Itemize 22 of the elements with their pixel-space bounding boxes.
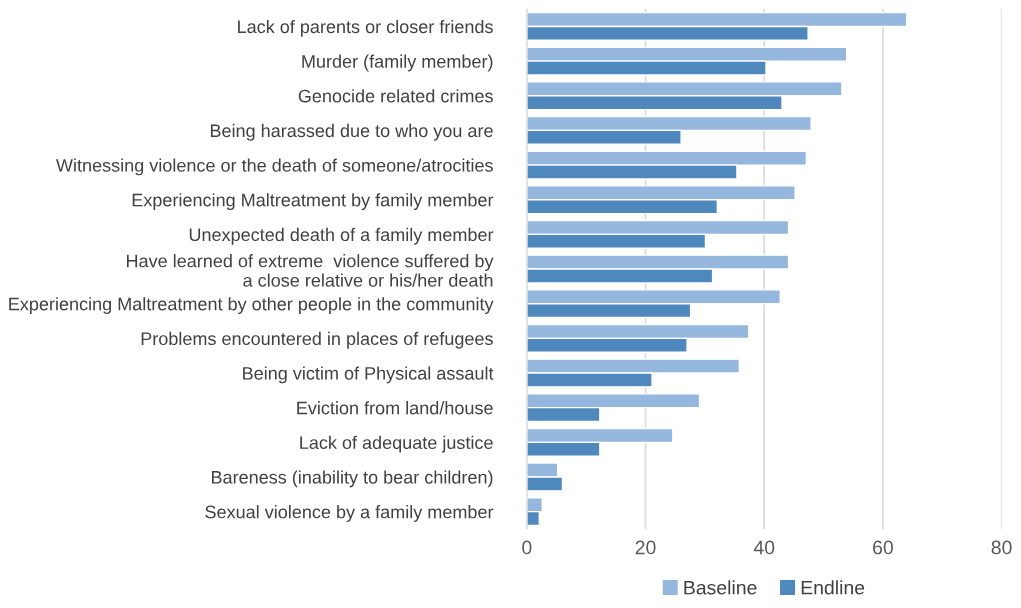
y-tick-label: Have learned of extreme violence suffered by a close relative or his/her death <box>126 254 494 287</box>
y-tick-label: Bareness (inability to bear children) <box>211 470 493 488</box>
y-tick-label: Genocide related crimes <box>298 89 493 103</box>
y-tick-label: Lack of adequate justice <box>300 435 493 453</box>
x-tick-label: 60 <box>873 540 893 555</box>
y-tick-label: Being victim of Physical assault <box>243 366 494 384</box>
y-tick-label: Sexual violence by a family member <box>205 505 494 522</box>
y-tick-label: Lack of parents or closer friends <box>238 19 493 37</box>
x-tick-label: 80 <box>991 540 1012 555</box>
y-tick-label: Being harassed due to who you are <box>210 123 493 141</box>
legend-label: Endline <box>801 580 865 595</box>
y-tick-label: Experiencing Maltreatment by family member <box>132 193 494 211</box>
y-tick-label: Murder (family member) <box>302 54 493 72</box>
y-tick-label: Eviction from land/house <box>297 401 493 415</box>
y-tick-label: Witnessing violence or the death of someone/atrocities <box>56 158 493 176</box>
x-tick-label: 0 <box>522 540 532 555</box>
y-tick-label: Experiencing Maltreatment by other people in the community <box>9 297 494 314</box>
x-tick-label: 20 <box>635 540 656 555</box>
y-tick-label: Unexpected death of a family member <box>189 227 494 245</box>
y-tick-label: Problems encountered in places of refugees <box>141 331 493 349</box>
x-tick-label: 40 <box>753 540 775 555</box>
legend-label: Baseline <box>684 580 757 595</box>
